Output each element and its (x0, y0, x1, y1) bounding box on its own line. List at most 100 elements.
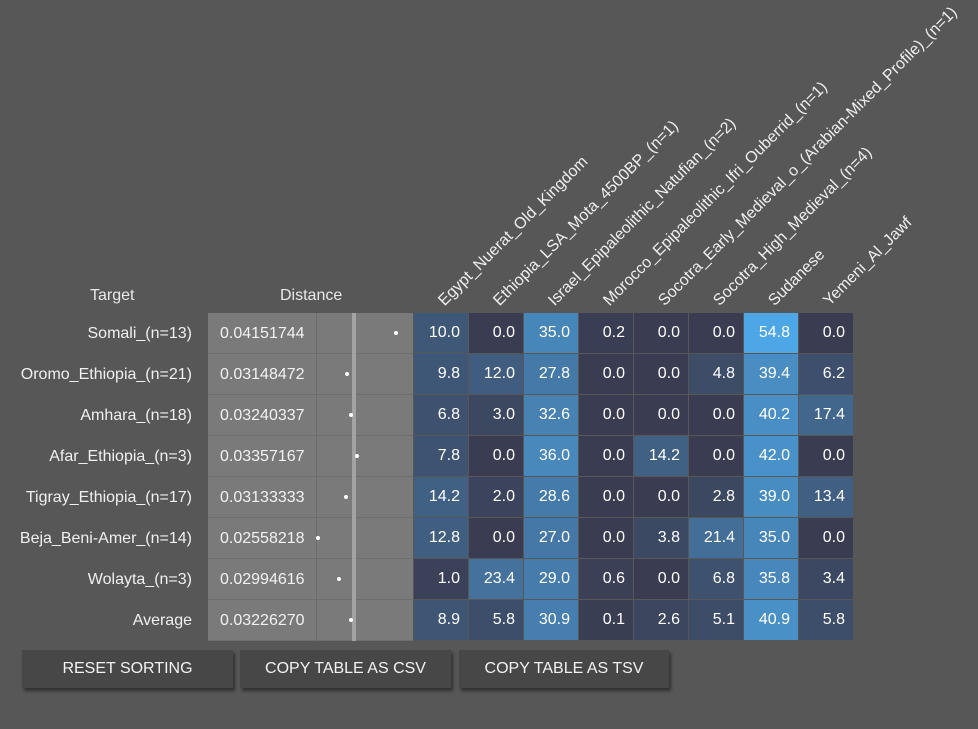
distance-divider (316, 436, 317, 477)
value-cell: 0.0 (579, 518, 633, 558)
distance-dot (355, 454, 359, 458)
value-cell: 29.0 (524, 559, 578, 599)
copy-tsv-button[interactable]: COPY TABLE AS TSV (459, 650, 669, 688)
table-row: Beja_Beni-Amer_(n=14) 0.02558218 12.8 0.0 27… (0, 518, 860, 559)
value-cell: 23.4 (469, 559, 523, 599)
row-target-label: Afar_Ethiopia_(n=3) (49, 448, 192, 465)
row-target-label: Average (132, 612, 192, 629)
distance-value: 0.03148472 (220, 366, 305, 383)
row-target-label: Wolayta_(n=3) (87, 571, 192, 588)
table-row: Afar_Ethiopia_(n=3) 0.03357167 7.8 0.0 36.0 0… (0, 436, 860, 477)
distance-cell: 0.03240337 (208, 395, 413, 436)
value-cell: 0.0 (634, 559, 688, 599)
distance-reference-line (352, 559, 356, 600)
column-header[interactable]: Yemeni_Al_Jawf (820, 214, 916, 310)
value-cell: 28.6 (524, 477, 578, 517)
value-cell: 30.9 (524, 600, 578, 640)
distance-value: 0.03357167 (220, 448, 305, 465)
value-cell: 3.4 (799, 559, 853, 599)
value-cell: 6.8 (689, 559, 743, 599)
distance-divider (316, 354, 317, 395)
reset-sorting-button[interactable]: RESET SORTING (22, 650, 233, 688)
distance-value: 0.03226270 (220, 612, 305, 629)
distance-cell: 0.02558218 (208, 518, 413, 559)
distance-divider (316, 313, 317, 354)
value-cell: 14.2 (414, 477, 468, 517)
distance-divider (316, 559, 317, 600)
distance-cell: 0.03357167 (208, 436, 413, 477)
distance-value: 0.02558218 (220, 530, 305, 547)
value-cell: 8.9 (414, 600, 468, 640)
value-cell: 10.0 (414, 313, 468, 353)
value-cell: 35.0 (744, 518, 798, 558)
value-cell: 12.8 (414, 518, 468, 558)
value-cell: 0.0 (799, 518, 853, 558)
row-target-label: Tigray_Ethiopia_(n=17) (25, 489, 192, 506)
table-header-distance[interactable]: Distance (280, 287, 343, 304)
table-row: Somali_(n=13) 0.04151744 10.0 0.0 35.0 0.2 0.0… (0, 313, 860, 354)
value-cell: 0.0 (689, 436, 743, 476)
value-cell: 21.4 (689, 518, 743, 558)
value-cell: 42.0 (744, 436, 798, 476)
value-cell: 0.0 (579, 354, 633, 394)
column-headers: Egypt_Nuerat_Old_Kingdom Ethiopia_LSA_Mot… (0, 0, 978, 310)
value-cell: 12.0 (469, 354, 523, 394)
distance-cell: 0.03148472 (208, 354, 413, 395)
distance-cell: 0.03133333 (208, 477, 413, 518)
value-cell: 5.8 (469, 600, 523, 640)
value-cell: 1.0 (414, 559, 468, 599)
distance-value: 0.03240337 (220, 407, 305, 424)
value-cell: 0.0 (579, 395, 633, 435)
value-cell: 0.0 (689, 313, 743, 353)
copy-csv-button[interactable]: COPY TABLE AS CSV (240, 650, 451, 688)
distance-dot (349, 413, 353, 417)
distance-divider (316, 477, 317, 518)
value-cell: 3.0 (469, 395, 523, 435)
value-cell: 27.0 (524, 518, 578, 558)
distance-reference-line (352, 354, 356, 395)
value-cell: 4.8 (689, 354, 743, 394)
distance-reference-line (352, 518, 356, 559)
value-cell: 5.8 (799, 600, 853, 640)
distance-divider (316, 600, 317, 641)
value-cell: 39.4 (744, 354, 798, 394)
distance-cell: 0.02994616 (208, 559, 413, 600)
value-cell: 0.6 (579, 559, 633, 599)
value-cell: 6.2 (799, 354, 853, 394)
value-cell: 0.0 (799, 436, 853, 476)
value-cell: 2.0 (469, 477, 523, 517)
value-cell: 32.6 (524, 395, 578, 435)
value-cell: 0.0 (634, 395, 688, 435)
value-cell: 0.0 (469, 436, 523, 476)
distance-value: 0.04151744 (220, 325, 305, 342)
value-cell: 0.0 (579, 477, 633, 517)
distance-dot (349, 618, 353, 622)
table-row: Amhara_(n=18) 0.03240337 6.8 3.0 32.6 0.0 0.0 0… (0, 395, 860, 436)
value-cell: 0.0 (634, 354, 688, 394)
distance-reference-line (352, 313, 356, 354)
row-target-label: Oromo_Ethiopia_(n=21) (20, 366, 192, 383)
distance-cell: 0.03226270 (208, 600, 413, 641)
distance-cell: 0.04151744 (208, 313, 413, 354)
value-cell: 0.0 (634, 477, 688, 517)
value-cell: 17.4 (799, 395, 853, 435)
distance-dot (337, 577, 341, 581)
value-cell: 0.0 (634, 313, 688, 353)
value-cell: 54.8 (744, 313, 798, 353)
distance-value: 0.02994616 (220, 571, 305, 588)
row-target-label: Amhara_(n=18) (80, 407, 192, 424)
distance-reference-line (352, 600, 356, 641)
distance-reference-line (352, 436, 356, 477)
value-cell: 35.8 (744, 559, 798, 599)
value-cell: 0.0 (799, 313, 853, 353)
value-cell: 2.6 (634, 600, 688, 640)
distance-value: 0.03133333 (220, 489, 305, 506)
table-row: Oromo_Ethiopia_(n=21) 0.03148472 9.8 12.0 27… (0, 354, 860, 395)
value-cell: 0.2 (579, 313, 633, 353)
table-row: Average 0.03226270 8.9 5.8 30.9 0.1 2.6 5.1 40.9… (0, 600, 860, 641)
distance-dot (345, 372, 349, 376)
table-row: Wolayta_(n=3) 0.02994616 1.0 23.4 29.0 0.6 0.0… (0, 559, 860, 600)
value-cell: 40.9 (744, 600, 798, 640)
table-header-target[interactable]: Target (90, 287, 135, 304)
value-cell: 9.8 (414, 354, 468, 394)
